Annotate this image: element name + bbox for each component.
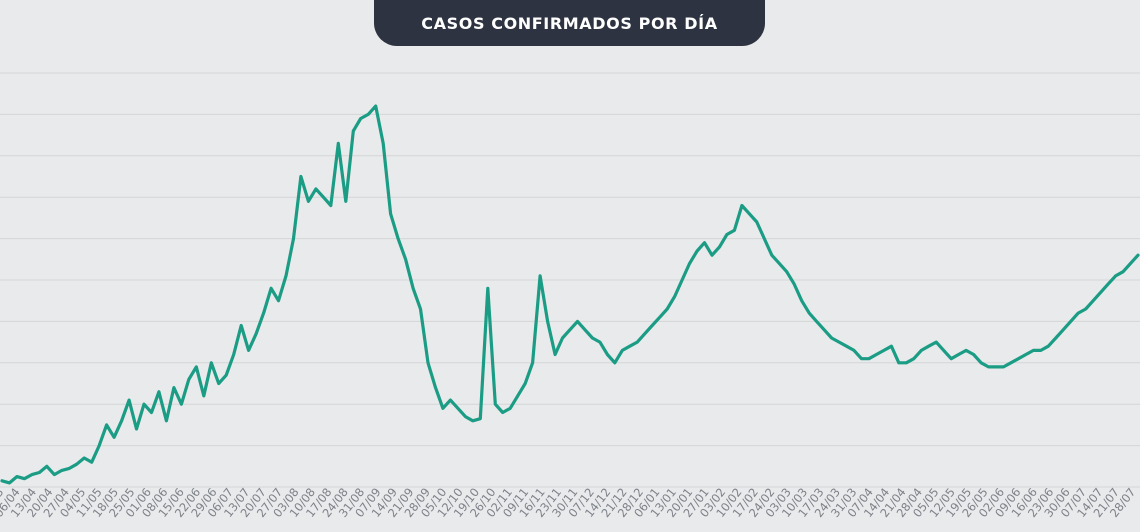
chart-title: CASOS CONFIRMADOS POR DÍA [374, 0, 765, 46]
grid-lines [0, 72, 1140, 488]
series-line-group [0, 104, 1140, 485]
x-axis-ticks: 0306/0413/0420/0427/0404/0511/0518/0525/… [0, 485, 1138, 520]
series-line [0, 104, 1140, 485]
x-tick-label: 03 [0, 485, 6, 505]
